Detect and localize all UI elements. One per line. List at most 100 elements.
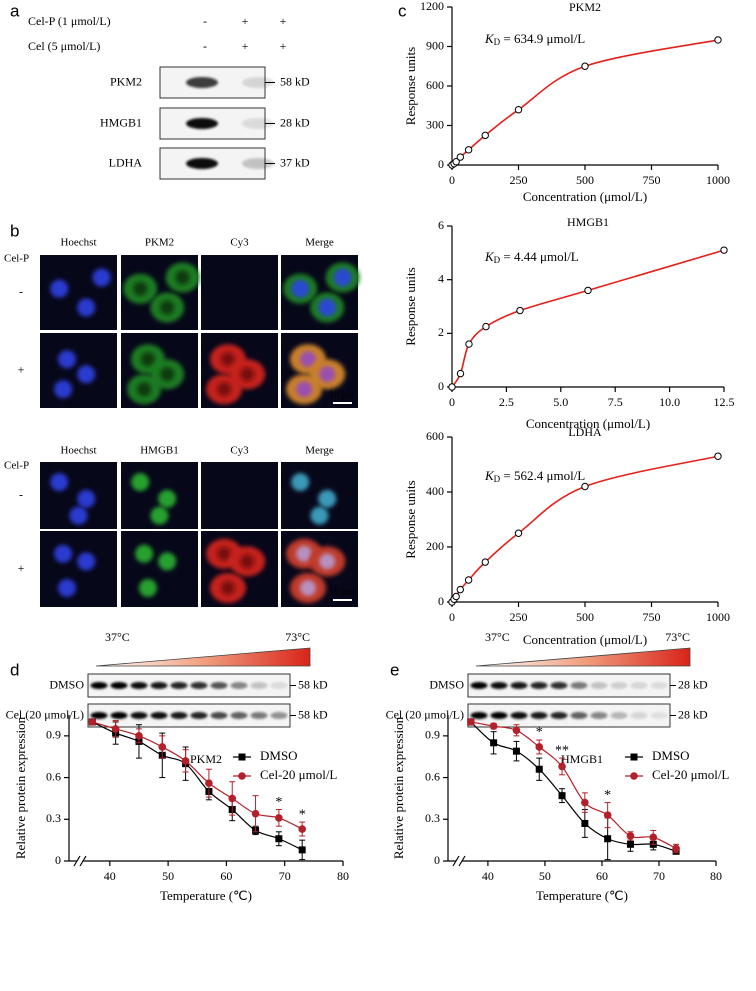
marker xyxy=(604,835,612,843)
x-tick-label: 1000 xyxy=(706,173,730,187)
marker xyxy=(275,835,283,843)
channel-label: Hoechst xyxy=(60,237,96,249)
data-point xyxy=(481,131,489,140)
data-point xyxy=(514,529,523,537)
x-tick-label: 70 xyxy=(653,869,665,883)
row-label: - xyxy=(19,487,23,501)
micrograph xyxy=(201,255,278,330)
nucleus xyxy=(158,489,177,508)
marker xyxy=(558,792,566,800)
row-title: Cel-P xyxy=(4,253,29,265)
marker xyxy=(181,757,190,765)
condition-mark: + xyxy=(280,39,287,53)
data-point xyxy=(720,246,728,254)
kd-symbol: K xyxy=(484,249,495,264)
y-tick-label: 900 xyxy=(426,38,444,52)
legend-label: Cel-20 μmol/L xyxy=(260,767,337,782)
blot-band xyxy=(610,682,628,689)
x-tick-label: 60 xyxy=(596,869,608,883)
blot-label: DMSO xyxy=(429,677,464,691)
marker xyxy=(512,726,521,735)
marker xyxy=(489,722,498,730)
temp-label: 73°C xyxy=(665,630,690,644)
marker xyxy=(626,832,635,840)
size-label: 37 kD xyxy=(280,155,310,169)
blot-band xyxy=(510,682,528,689)
fit-curve xyxy=(451,249,725,388)
data-point xyxy=(456,585,465,594)
nucleus xyxy=(220,352,235,367)
y-tick-label: 0.3 xyxy=(425,811,440,825)
blot-band xyxy=(110,682,128,689)
nucleus xyxy=(319,366,336,383)
nucleus xyxy=(333,268,352,287)
panel-label: e xyxy=(390,660,399,679)
marker xyxy=(649,833,658,842)
blot-band xyxy=(570,682,588,689)
nucleus xyxy=(92,268,111,287)
blot-band xyxy=(530,712,548,719)
nucleus xyxy=(54,380,73,399)
blot-band xyxy=(242,77,274,88)
temperature-gradient xyxy=(475,647,691,667)
nucleus xyxy=(135,544,154,563)
x-tick-label: 2.5 xyxy=(499,395,514,409)
y-tick-label: 0.9 xyxy=(46,728,61,742)
marker xyxy=(111,725,120,733)
blot-label: Cel (20 μmol/L) xyxy=(386,707,464,721)
size-label: 58 kD xyxy=(280,74,310,88)
channel-label: Merge xyxy=(305,237,334,249)
x-axis-label: Concentration (μmol/L) xyxy=(523,632,647,647)
y-tick-label: 0.6 xyxy=(425,769,440,783)
axis-break-gap xyxy=(456,855,462,867)
nucleus xyxy=(158,552,177,571)
marker xyxy=(558,762,566,771)
blot-band xyxy=(190,682,208,689)
nucleus xyxy=(291,279,310,298)
row-label: + xyxy=(18,362,25,376)
kd-text: = 562.4 μmol/L xyxy=(500,468,585,483)
blot-band xyxy=(90,712,108,719)
legend-marker xyxy=(238,753,246,761)
blot-band xyxy=(250,682,268,689)
nucleus xyxy=(175,270,190,285)
kd-annotation: KD = 4.44 μmol/L xyxy=(484,249,579,265)
y-tick-label: 0 xyxy=(438,594,444,608)
blot-band xyxy=(230,682,248,689)
temp-label: 37°C xyxy=(485,630,510,644)
x-tick-label: 60 xyxy=(220,869,232,883)
x-tick-label: 0 xyxy=(449,610,455,624)
x-tick-label: 750 xyxy=(643,610,661,624)
x-tick-label: 40 xyxy=(482,869,494,883)
y-tick-label: 400 xyxy=(426,484,444,498)
panel-label: b xyxy=(10,221,19,240)
marker xyxy=(251,809,260,818)
blot-band xyxy=(570,712,588,719)
x-tick-label: 12.5 xyxy=(714,395,735,409)
nucleus xyxy=(217,546,232,561)
x-tick-label: 250 xyxy=(510,173,528,187)
nucleus xyxy=(140,352,155,367)
blot-band xyxy=(490,712,508,719)
blot-band xyxy=(490,682,508,689)
blot-band xyxy=(510,712,528,719)
blot-band xyxy=(110,712,128,719)
nucleus xyxy=(54,544,73,563)
marker xyxy=(490,739,498,747)
chart-title: HMGB1 xyxy=(561,752,603,766)
blot-band xyxy=(242,158,274,169)
y-tick-label: 300 xyxy=(426,117,444,131)
marker xyxy=(275,814,283,822)
x-tick-label: 50 xyxy=(162,869,174,883)
x-tick-label: 40 xyxy=(104,869,116,883)
data-point xyxy=(456,369,465,378)
nucleus xyxy=(318,298,337,317)
blot-band xyxy=(530,682,548,689)
condition-mark: + xyxy=(242,39,249,53)
nucleus xyxy=(50,473,69,492)
channel-label: HMGB1 xyxy=(140,445,179,457)
blot-band xyxy=(650,682,668,689)
x-tick-label: 250 xyxy=(510,610,528,624)
legend-marker xyxy=(630,753,638,761)
size-label: 58 kD xyxy=(298,677,328,691)
